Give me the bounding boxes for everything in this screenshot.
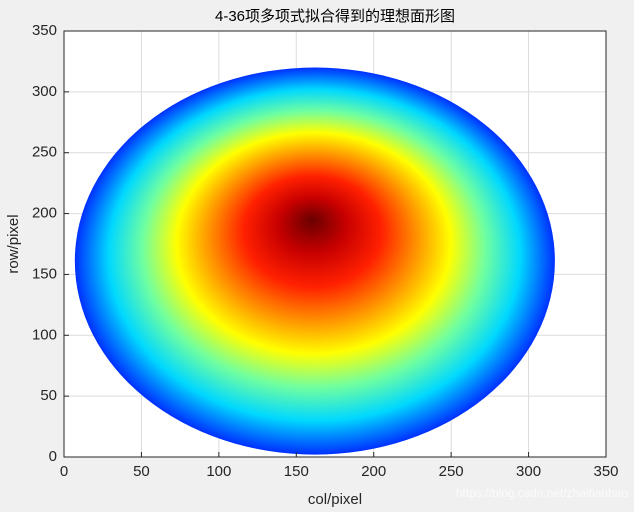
- y-tick-label: 200: [32, 205, 57, 222]
- y-tick-label: 250: [32, 144, 57, 161]
- y-tick-label: 350: [32, 22, 57, 39]
- x-tick-label: 200: [361, 463, 386, 480]
- x-tick-label: 350: [593, 463, 618, 480]
- y-tick-label: 50: [40, 387, 57, 404]
- chart-title: 4-36项多项式拟合得到的理想面形图: [215, 8, 455, 25]
- surface: [74, 67, 555, 455]
- x-axis-label: col/pixel: [308, 491, 362, 508]
- y-axis-label: row/pixel: [5, 214, 22, 273]
- watermark: https://blog.csdn.net/zhaitianbao: [456, 486, 628, 500]
- y-tick-label: 300: [32, 83, 57, 100]
- x-tick-label: 50: [133, 463, 150, 480]
- axes-box: [63, 30, 607, 458]
- y-tick-label: 150: [32, 265, 57, 282]
- x-tick-label: 0: [60, 463, 68, 480]
- x-tick-label: 100: [206, 463, 231, 480]
- y-tick-label: 100: [32, 326, 57, 343]
- x-tick-label: 250: [439, 463, 464, 480]
- x-tick-label: 300: [516, 463, 541, 480]
- x-tick-label: 150: [284, 463, 309, 480]
- y-tick-label: 0: [49, 448, 57, 465]
